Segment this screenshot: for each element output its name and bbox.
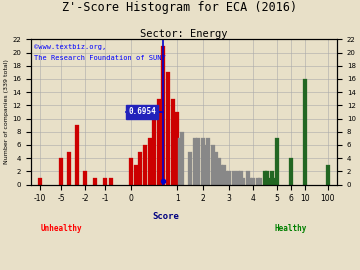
Text: Z'-Score Histogram for ECA (2016): Z'-Score Histogram for ECA (2016) [62,1,298,14]
Bar [239,171,243,184]
Bar [180,132,184,184]
Bar [214,151,218,184]
Bar [175,112,179,184]
Y-axis label: Number of companies (339 total): Number of companies (339 total) [4,59,9,164]
Bar [246,171,250,184]
Bar [38,178,42,184]
Text: Healthy: Healthy [275,224,307,233]
Bar [188,151,192,184]
Bar [178,138,182,184]
Bar [152,119,156,184]
Bar [75,125,79,184]
Bar [108,178,113,184]
Bar [270,171,274,184]
Bar [224,171,228,184]
Bar [302,79,307,184]
Bar [265,171,269,184]
Bar [193,138,197,184]
Text: 0.6954: 0.6954 [129,107,156,116]
Bar [129,158,133,184]
Bar [161,46,165,184]
Bar [196,138,200,184]
Bar [148,138,152,184]
Bar [166,72,170,184]
Bar [204,145,208,184]
Bar [232,171,236,184]
Bar [103,178,107,184]
Bar [273,178,276,184]
Bar [251,178,255,184]
Bar [325,165,329,184]
Text: Unhealthy: Unhealthy [40,224,82,233]
Bar [237,171,240,184]
Bar [206,138,210,184]
Bar [219,165,223,184]
Bar [258,178,262,184]
Bar [211,145,215,184]
Text: The Research Foundation of SUNY: The Research Foundation of SUNY [34,55,166,61]
Bar [93,178,97,184]
Bar [83,171,87,184]
Bar [134,165,138,184]
Bar [157,99,161,184]
Bar [143,145,147,184]
Bar [256,178,260,184]
Bar [267,178,271,184]
Text: Score: Score [152,212,179,221]
Bar [275,138,279,184]
Bar [289,158,293,184]
Text: ©www.textbiz.org,: ©www.textbiz.org, [34,44,106,50]
Bar [222,165,226,184]
Bar [263,171,267,184]
Bar [171,99,175,184]
Bar [227,171,231,184]
Title: Sector: Energy: Sector: Energy [140,29,228,39]
Bar [241,178,245,184]
Bar [201,138,205,184]
Bar [67,151,71,184]
Bar [59,158,63,184]
Bar [248,178,252,184]
Bar [217,158,221,184]
Bar [138,151,143,184]
